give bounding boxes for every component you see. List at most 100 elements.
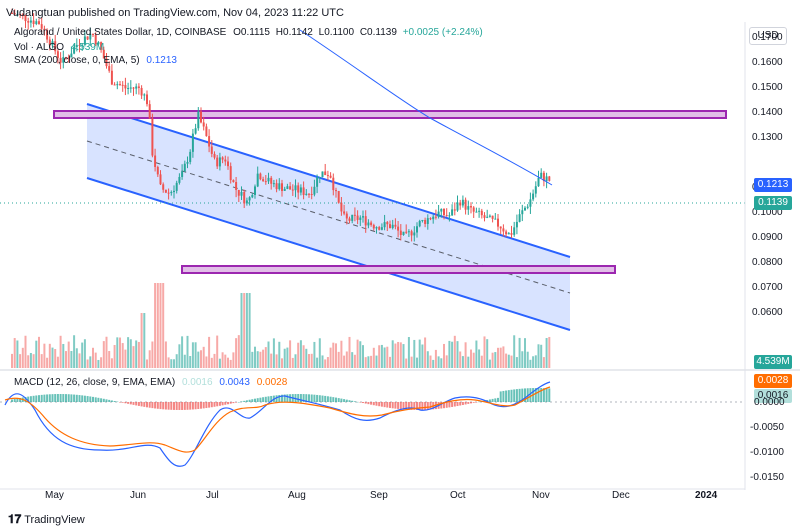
- volume-bar: [208, 336, 211, 368]
- volume-bar: [240, 293, 243, 368]
- volume-bar: [526, 351, 529, 368]
- candle-body: [521, 210, 524, 215]
- candle-body: [40, 24, 43, 29]
- candle-body: [418, 220, 421, 227]
- volume-bar: [137, 341, 140, 368]
- price-tick-label: 0.0600: [752, 307, 783, 318]
- symbol-title: Algorand / United States Dollar, 1D, COI…: [14, 27, 227, 38]
- candle-body: [181, 171, 184, 177]
- support-zone[interactable]: [181, 265, 616, 274]
- price-tick-label: 0.1300: [752, 132, 783, 143]
- macd-hist-bar: [405, 402, 408, 410]
- price-tick-label: 0.0700: [752, 282, 783, 293]
- candle-body: [324, 171, 327, 176]
- candle-body: [135, 86, 138, 89]
- macd-hist-bar: [89, 396, 92, 402]
- resistance-zone[interactable]: [53, 110, 727, 119]
- candle-body: [267, 177, 270, 182]
- volume-bar: [491, 352, 494, 368]
- currency-button[interactable]: USD: [749, 27, 787, 45]
- macd-hist-bar: [70, 394, 73, 402]
- candle-body: [210, 146, 213, 154]
- volume-bar: [518, 337, 521, 368]
- macd-line[interactable]: [4, 381, 551, 467]
- volume-bar: [440, 358, 443, 368]
- volume-bar: [235, 338, 238, 368]
- macd-hist-bar: [170, 402, 173, 410]
- sma-200-line[interactable]: [299, 29, 553, 186]
- macd-hist-bar: [399, 402, 402, 410]
- symbol-legend[interactable]: Algorand / United States Dollar, 1D, COI…: [14, 27, 483, 38]
- macd-hist-bar: [227, 402, 229, 405]
- volume-bar: [537, 344, 540, 368]
- macd-signal-line[interactable]: [4, 386, 551, 453]
- candle-body: [248, 197, 251, 201]
- macd-value: 0.0043: [219, 377, 250, 388]
- macd-hist-bar: [426, 402, 429, 410]
- candle-body: [227, 161, 229, 167]
- price-tick-label: 0.0800: [752, 257, 783, 268]
- macd-hist-bar: [208, 402, 211, 408]
- candle-body: [443, 208, 445, 216]
- candle-body: [451, 209, 454, 216]
- candle-body: [316, 177, 319, 187]
- macd-hist-bar: [286, 394, 289, 402]
- price-tick-label: 0.1600: [752, 57, 783, 68]
- macd-hist-bar: [440, 402, 443, 409]
- volume-bar: [200, 350, 202, 368]
- candle-body: [413, 232, 416, 236]
- macd-hist-bar: [370, 402, 373, 405]
- volume-bar: [194, 342, 197, 368]
- macd-hist-bar: [470, 402, 472, 404]
- candle-body: [453, 209, 456, 211]
- volume-bar: [316, 357, 319, 368]
- candle-body: [100, 42, 103, 50]
- macd-hist-bar: [167, 402, 170, 410]
- volume-bar: [534, 355, 537, 368]
- candle-body: [29, 20, 32, 23]
- macd-hist-bar: [378, 402, 381, 407]
- candle-body: [221, 157, 224, 160]
- macd-hist-bar: [189, 402, 192, 410]
- candles: [11, 8, 551, 242]
- tradingview-logo[interactable]: 𝟏𝟕 TradingView: [8, 512, 85, 527]
- macd-hist-bar: [162, 402, 165, 410]
- macd-hist-bar: [518, 388, 521, 402]
- volume-bar: [119, 337, 121, 368]
- volume-bar: [375, 355, 378, 368]
- candle-body: [78, 44, 81, 46]
- volume-bar: [480, 355, 483, 368]
- time-tick-label: Jun: [130, 490, 147, 501]
- candle-body: [46, 29, 49, 40]
- macd-hist-bar: [159, 402, 162, 410]
- candle-body: [191, 133, 194, 152]
- candle-body: [278, 183, 281, 190]
- time-tick-label: Oct: [450, 490, 466, 501]
- sma-legend[interactable]: SMA (200, close, 0, EMA, 5) 0.1213: [14, 55, 177, 66]
- volume-bar: [443, 343, 445, 368]
- volume-bar: [497, 347, 499, 368]
- macd-hist-bar: [11, 399, 13, 402]
- macd-hist-bar: [281, 394, 283, 402]
- volume-bar: [97, 359, 100, 368]
- volume-legend[interactable]: Vol · ALGO 4.539M: [14, 42, 104, 53]
- candle-body: [515, 221, 518, 228]
- macd-hist-bar: [127, 402, 130, 404]
- candle-body: [73, 47, 76, 54]
- price-tick-label: 0.1000: [752, 207, 783, 218]
- volume-bar: [289, 340, 292, 368]
- channel-upper-line[interactable]: [86, 103, 571, 258]
- volume-bar: [475, 340, 478, 368]
- macd-hist-bar: [229, 402, 232, 404]
- macd-hist-bar: [310, 394, 313, 402]
- macd-label: MACD (12, 26, close, 9, EMA, EMA): [14, 377, 176, 388]
- candle-body: [402, 231, 405, 235]
- macd-hist-bar: [140, 402, 143, 407]
- macd-hist-bar: [424, 402, 427, 410]
- candle-body: [367, 222, 370, 226]
- macd-legend[interactable]: MACD (12, 26, close, 9, EMA, EMA) 0.0016…: [14, 377, 287, 388]
- volume-bar: [56, 356, 59, 368]
- channel-lower-line[interactable]: [86, 177, 571, 331]
- candle-body: [540, 172, 543, 178]
